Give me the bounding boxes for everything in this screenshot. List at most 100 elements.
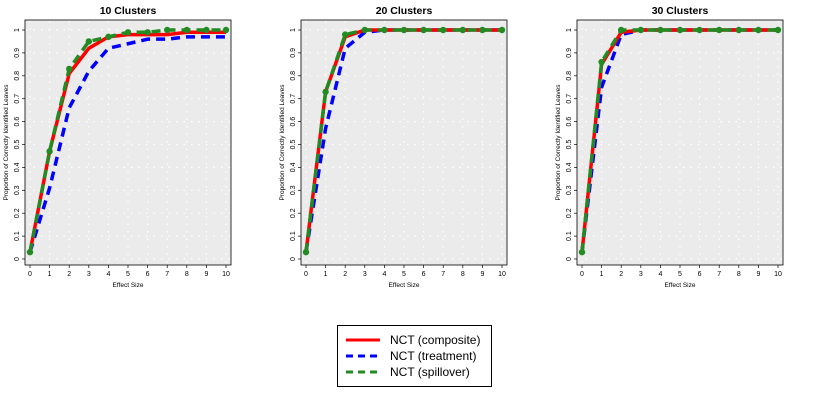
x-tick-label: 0 (304, 271, 308, 278)
y-axis-label: Proportion of Correctly Identified Leave… (279, 84, 286, 201)
series-point-spillover (755, 26, 762, 34)
x-tick-label: 4 (658, 271, 662, 278)
y-tick-label: 0.8 (14, 71, 21, 81)
chart-title: 10 Clusters (100, 5, 157, 17)
series-point-spillover (124, 29, 132, 36)
x-tick-label: 1 (600, 271, 604, 278)
x-tick-label: 10 (498, 271, 506, 278)
x-tick-label: 8 (461, 271, 465, 278)
series-point-spillover (183, 26, 190, 34)
chart-panel-1: 10 Clusters 0 1 2 3 4 5 6 7 8 9 10 0 0.1 0.2 0.3 0.4 0.5 0… (3, 5, 232, 289)
x-tick-label: 6 (422, 271, 426, 278)
chart-panel-3: 30 Clusters 0 1 2 3 4 5 6 7 8 9 10 0 0.1 0.2 0.3 0.4 0.5 0… (555, 5, 784, 289)
y-tick-label: 0.4 (290, 162, 297, 172)
x-tick-label: 8 (737, 271, 741, 278)
y-tick-label: 0.6 (290, 117, 297, 127)
series-point-spillover (735, 26, 742, 34)
x-tick-label: 9 (756, 271, 760, 278)
x-axis-label: Effect Size (113, 282, 144, 289)
x-tick-label: 3 (87, 271, 91, 278)
x-axis-label: Effect Size (389, 282, 420, 289)
series-point-spillover (637, 26, 644, 34)
legend-label-composite: NCT (composite) (390, 333, 481, 347)
series-point-spillover (459, 26, 466, 34)
series-point-spillover (203, 26, 210, 34)
y-tick-label: 0.8 (566, 71, 573, 81)
x-tick-label: 7 (441, 271, 445, 278)
y-tick-label: 0.7 (290, 94, 297, 104)
series-point-spillover (144, 29, 151, 36)
series-point-spillover (342, 31, 349, 38)
x-tick-label: 5 (678, 271, 682, 278)
legend-label-treatment: NCT (treatment) (390, 349, 477, 363)
x-tick-label: 3 (639, 271, 643, 278)
x-tick-label: 6 (698, 271, 702, 278)
y-tick-label: 0.1 (290, 231, 297, 241)
series-point-spillover (26, 248, 34, 256)
series-point-spillover (657, 26, 664, 34)
x-tick-label: 10 (222, 271, 230, 278)
x-tick-label: 0 (580, 271, 584, 278)
x-axis-label: Effect Size (665, 282, 696, 289)
series-point-spillover (578, 248, 586, 256)
y-tick-label: 0.3 (14, 185, 21, 195)
y-tick-label: 0.5 (566, 140, 573, 150)
y-tick-label: 0 (566, 257, 573, 261)
x-tick-label: 10 (774, 271, 782, 278)
y-axis-label: Proportion of Correctly Identified Leave… (555, 84, 562, 201)
y-tick-label: 0.2 (566, 208, 573, 218)
series-point-spillover (222, 26, 230, 34)
y-tick-label: 0.9 (14, 48, 21, 58)
y-tick-label: 0 (290, 257, 297, 261)
legend-item-treatment: NCT (treatment) (346, 348, 476, 364)
x-tick-label: 9 (480, 271, 484, 278)
y-tick-label: 0.4 (566, 162, 573, 172)
chart-panel-2: 20 Clusters 0 1 2 3 4 5 6 7 8 9 10 0 0.1 0.2 0.3 0.4 0.5 0… (279, 5, 508, 289)
series-point-spillover (440, 26, 447, 34)
series-point-spillover (361, 26, 368, 34)
y-tick-label: 0.5 (14, 140, 21, 150)
chart-title: 30 Clusters (652, 5, 709, 17)
series-point-spillover (381, 26, 388, 34)
y-tick-label: 0.7 (14, 94, 21, 104)
legend-item-composite: NCT (composite) (346, 332, 480, 348)
y-tick-label: 0.6 (14, 117, 21, 127)
legend-item-spillover: NCT (spillover) (346, 364, 470, 380)
x-tick-label: 9 (204, 271, 208, 278)
x-tick-label: 8 (185, 271, 189, 278)
x-tick-label: 7 (717, 271, 721, 278)
x-tick-label: 5 (126, 271, 130, 278)
series-point-spillover (420, 26, 427, 34)
y-tick-label: 1 (290, 28, 297, 32)
y-tick-label: 0.2 (14, 208, 21, 218)
legend-line-spillover (346, 370, 380, 374)
x-tick-label: 1 (48, 271, 52, 278)
y-axis-label: Proportion of Correctly Identified Leave… (3, 84, 10, 201)
series-point-spillover (66, 65, 73, 73)
x-tick-label: 5 (402, 271, 406, 278)
y-tick-label: 0.6 (566, 117, 573, 127)
x-tick-label: 0 (28, 271, 32, 278)
y-tick-label: 1 (14, 28, 21, 32)
y-tick-label: 0.3 (290, 185, 297, 195)
x-tick-label: 1 (324, 271, 328, 278)
series-point-spillover (618, 26, 625, 34)
y-tick-label: 1 (566, 28, 573, 32)
series-line-spillover (304, 28, 502, 253)
y-tick-label: 0.1 (14, 231, 21, 241)
series-point-spillover (676, 26, 684, 34)
series-point-spillover (85, 38, 93, 45)
legend: NCT (composite) NCT (treatment) NCT (spi… (337, 325, 492, 387)
series-point-spillover (479, 26, 486, 34)
y-tick-label: 0.4 (14, 162, 21, 172)
series-point-spillover (696, 26, 703, 34)
y-tick-label: 0.5 (290, 140, 297, 150)
x-tick-label: 2 (67, 271, 71, 278)
series-point-spillover (400, 26, 408, 34)
chart-title: 20 Clusters (376, 5, 433, 17)
series-point-spillover (322, 88, 329, 96)
series-point-spillover (774, 26, 782, 34)
legend-label-spillover: NCT (spillover) (390, 365, 470, 379)
x-tick-label: 4 (106, 271, 110, 278)
